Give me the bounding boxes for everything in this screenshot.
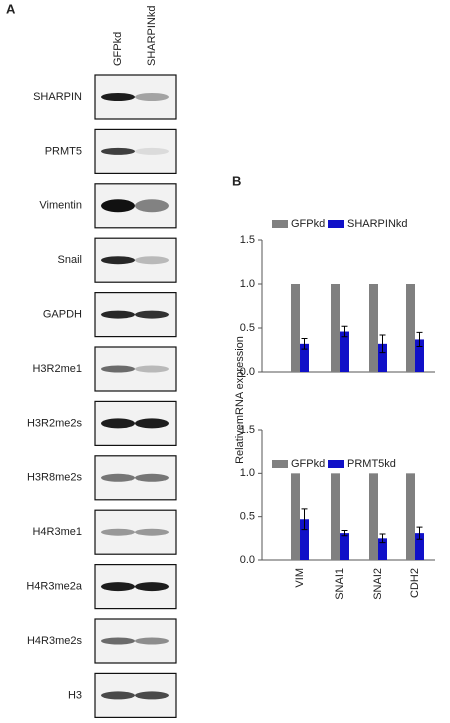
legend-swatch [272, 220, 288, 228]
row-label: Snail [58, 254, 82, 266]
band [135, 637, 169, 645]
band [101, 418, 135, 429]
bar [415, 533, 424, 560]
bar [406, 473, 415, 560]
y-tick-label: 1.0 [240, 278, 255, 290]
row-label: PRMT5 [45, 145, 82, 157]
row-label: H3 [68, 689, 82, 701]
band [135, 310, 169, 319]
row-label: SHARPIN [33, 91, 82, 103]
error-bar [379, 334, 386, 354]
x-tick-label: SNAI2 [372, 568, 384, 600]
band [101, 256, 135, 265]
row-label: H4R3me1 [32, 526, 82, 538]
row-label: H3R2me1 [32, 363, 82, 375]
legend-swatch [272, 460, 288, 468]
y-tick-label: 1.5 [240, 424, 255, 436]
row-label: H4R3me2s [27, 635, 83, 647]
bar [406, 284, 415, 372]
bar [340, 533, 349, 560]
band [135, 199, 169, 213]
panel-label: A [6, 1, 16, 16]
y-axis-label: RelativemRNA expression [234, 336, 246, 464]
lane-label: GFPkd [112, 32, 124, 66]
band [135, 691, 169, 700]
row-label: H3R8me2s [27, 472, 83, 484]
y-tick-label: 0.0 [240, 554, 255, 566]
legend-swatch [328, 220, 344, 228]
lane-label: SHARPINkd [146, 5, 158, 66]
y-tick-label: 0.5 [240, 322, 255, 334]
row-label: Vimentin [39, 200, 82, 212]
bar [340, 331, 349, 372]
band [101, 691, 135, 700]
band [101, 365, 135, 373]
y-tick-label: 0.0 [240, 366, 255, 378]
x-tick-label: CDH2 [409, 568, 421, 598]
band [101, 147, 135, 155]
row-label: H3R2me2s [27, 417, 83, 429]
y-tick-label: 1.0 [240, 467, 255, 479]
band [135, 418, 169, 429]
bar [331, 473, 340, 560]
band [101, 528, 135, 536]
error-bar [341, 325, 348, 338]
bar [369, 284, 378, 372]
band [135, 256, 169, 265]
band [135, 93, 169, 101]
y-tick-label: 1.5 [240, 234, 255, 246]
blot-frame [94, 509, 177, 555]
band [135, 473, 169, 482]
band [101, 199, 135, 213]
error-bar [341, 530, 348, 537]
legend-label: GFPkd [291, 458, 325, 470]
band [135, 147, 169, 155]
bar [369, 473, 378, 560]
band [101, 637, 135, 645]
band [135, 582, 169, 592]
panel-label: B [232, 173, 241, 188]
row-label: H4R3me2a [26, 581, 83, 593]
bar [378, 343, 387, 372]
legend-label: SHARPINkd [347, 218, 408, 230]
band [101, 582, 135, 592]
error-bar [379, 533, 386, 544]
error-bar [301, 508, 308, 531]
legend-swatch [328, 460, 344, 468]
bar [331, 284, 340, 372]
band [101, 310, 135, 319]
legend-label: GFPkd [291, 218, 325, 230]
row-label: GAPDH [43, 309, 82, 321]
blot-frame [94, 346, 177, 392]
band [135, 528, 169, 536]
bar [300, 343, 309, 372]
error-bar [416, 526, 423, 540]
bar [291, 284, 300, 372]
bar [415, 339, 424, 372]
x-tick-label: VIM [294, 568, 306, 588]
bar [378, 538, 387, 560]
legend-label: PRMT5kd [347, 458, 396, 470]
band [135, 365, 169, 373]
band [101, 473, 135, 482]
x-tick-label: SNAI1 [334, 568, 346, 600]
y-tick-label: 0.5 [240, 511, 255, 523]
band [101, 93, 135, 101]
bar [291, 473, 300, 560]
error-bar [301, 338, 308, 350]
error-bar [416, 331, 423, 347]
bar [300, 519, 309, 560]
